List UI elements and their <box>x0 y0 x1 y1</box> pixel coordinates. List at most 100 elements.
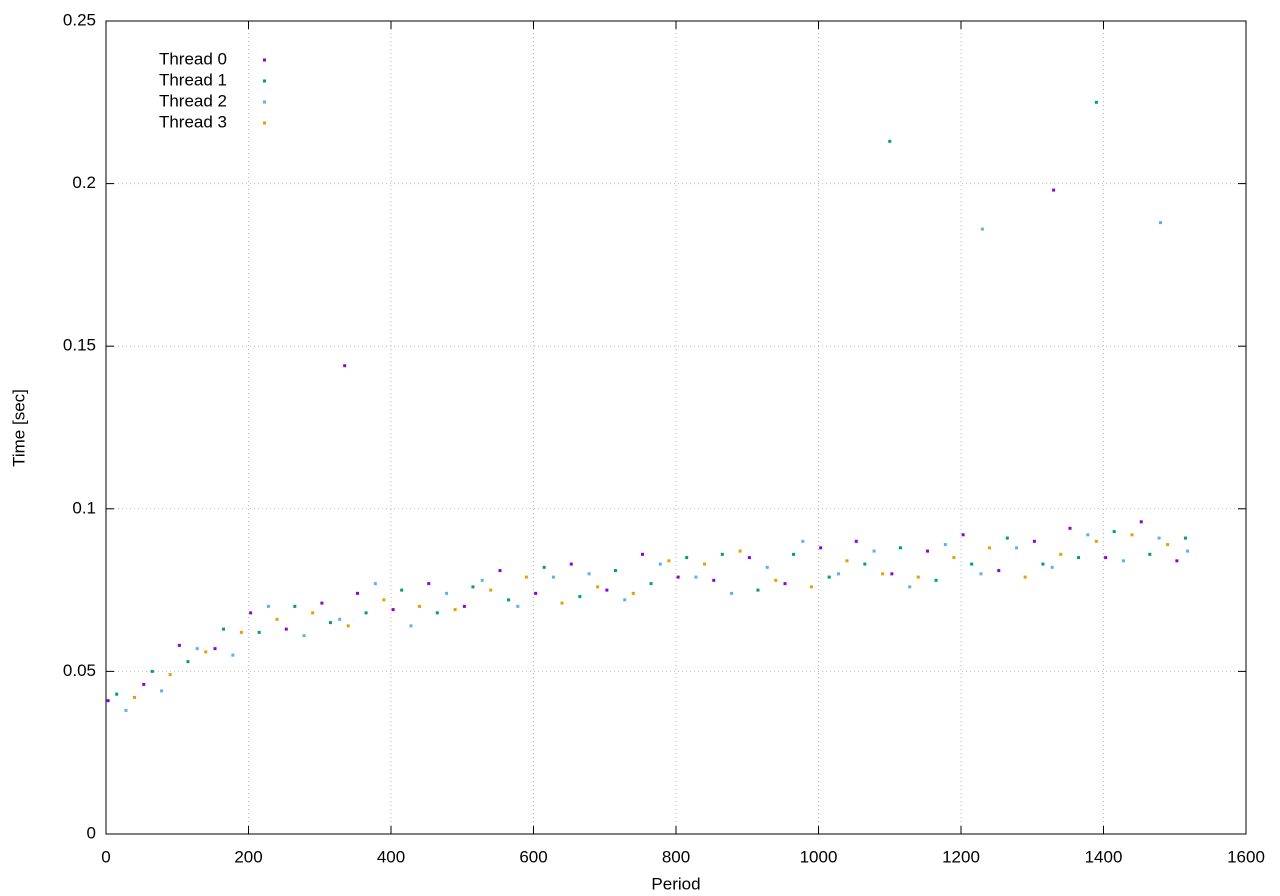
point <box>952 556 956 560</box>
point <box>1005 536 1009 540</box>
point <box>471 585 475 589</box>
point <box>988 546 991 550</box>
point <box>551 575 555 579</box>
point <box>819 546 823 550</box>
point <box>1032 539 1036 543</box>
point <box>569 562 573 566</box>
x-axis-label: Period <box>651 874 700 893</box>
point <box>1148 552 1152 556</box>
legend-marker <box>263 100 266 104</box>
y-tick-label: 0.1 <box>72 498 96 517</box>
point <box>605 588 609 592</box>
y-tick-label: 0.25 <box>63 10 96 29</box>
point <box>124 708 128 712</box>
point <box>480 578 484 582</box>
x-tick-label: 400 <box>377 847 405 866</box>
point <box>1183 536 1187 540</box>
point <box>204 650 208 654</box>
point <box>970 562 974 566</box>
point <box>703 562 706 566</box>
x-tick-label: 1600 <box>1227 847 1265 866</box>
point <box>836 572 840 576</box>
point <box>890 572 894 576</box>
x-tick-label: 1000 <box>800 847 838 866</box>
point <box>445 591 449 595</box>
y-tick-label: 0 <box>87 823 96 842</box>
point <box>257 630 261 634</box>
point <box>453 608 457 612</box>
x-tick-label: 1200 <box>942 847 980 866</box>
point <box>631 591 635 595</box>
point <box>186 660 190 664</box>
point <box>231 653 235 657</box>
point <box>1094 100 1098 104</box>
plot-border <box>105 20 1247 835</box>
point <box>792 552 796 556</box>
point <box>908 585 912 589</box>
point <box>507 598 511 602</box>
y-tick-label: 0.2 <box>72 173 96 192</box>
point <box>1186 549 1190 553</box>
point <box>863 562 867 566</box>
point <box>943 543 947 547</box>
point <box>343 364 347 368</box>
point <box>115 692 119 696</box>
point <box>160 689 164 693</box>
x-tick-label: 0 <box>101 847 110 866</box>
point <box>783 582 787 586</box>
point <box>249 611 253 615</box>
point <box>649 582 653 586</box>
legend-label: Thread 3 <box>159 112 227 131</box>
point <box>926 549 930 553</box>
point <box>667 559 671 563</box>
point <box>694 575 698 579</box>
point <box>534 591 538 595</box>
point <box>560 601 564 605</box>
point <box>1139 520 1143 524</box>
legend-marker <box>263 58 266 62</box>
point <box>435 611 439 615</box>
x-tick-label: 800 <box>662 847 690 866</box>
point <box>106 699 110 703</box>
point <box>346 624 350 628</box>
point <box>382 598 386 602</box>
legend-label: Thread 1 <box>159 70 227 89</box>
point <box>872 549 876 553</box>
point <box>168 673 172 677</box>
point <box>997 569 1001 573</box>
point <box>934 578 938 582</box>
point <box>1052 188 1056 192</box>
point <box>142 682 146 686</box>
point <box>881 572 885 576</box>
point <box>1050 565 1054 569</box>
point <box>1130 533 1134 537</box>
point <box>213 647 217 651</box>
point <box>462 604 466 608</box>
point <box>658 562 662 566</box>
point <box>400 588 404 592</box>
y-axis-label: Time [sec] <box>9 389 28 467</box>
point <box>801 539 805 543</box>
point <box>1159 221 1162 225</box>
point <box>1166 543 1170 547</box>
point <box>1015 546 1019 550</box>
point <box>1175 559 1179 563</box>
point <box>391 608 395 612</box>
point <box>774 578 778 582</box>
y-tick-label: 0.15 <box>63 336 96 355</box>
point <box>302 634 306 638</box>
point <box>738 549 742 553</box>
point <box>1094 539 1098 543</box>
point <box>676 575 680 579</box>
point <box>489 588 493 592</box>
x-tick-label: 200 <box>234 847 262 866</box>
point <box>809 585 813 589</box>
point <box>311 611 315 615</box>
point <box>720 552 724 556</box>
point <box>765 565 769 569</box>
point <box>845 559 849 563</box>
point <box>364 611 368 615</box>
point <box>1077 556 1081 560</box>
point <box>133 695 136 699</box>
